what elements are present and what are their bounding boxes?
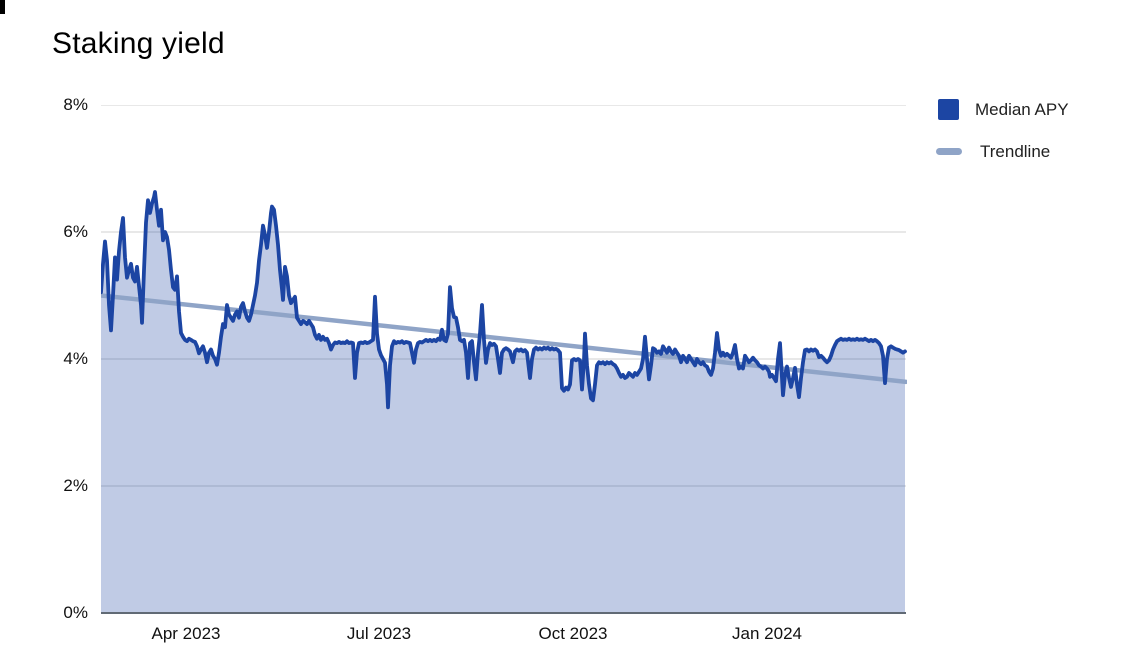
y-axis-tick-label-8: 8%	[63, 95, 88, 114]
median-apy-swatch-icon	[938, 99, 959, 120]
y-axis-tick-label-0: 0%	[63, 603, 88, 622]
chart-title: Staking yield	[52, 27, 225, 60]
x-axis-tick-label-jul2023: Jul 2023	[346, 624, 412, 643]
legend-item-trendline: Trendline	[936, 141, 1051, 162]
y-axis-tick-label-4: 4%	[63, 349, 88, 368]
legend-label-trendline: Trendline	[980, 142, 1051, 161]
legend-item-median-apy: Median APY	[938, 99, 1069, 120]
x-axis-tick-label-oct2023: Oct 2023	[538, 624, 608, 643]
screen-corner-artifact	[0, 0, 5, 14]
trendline-swatch-icon	[936, 148, 962, 155]
x-axis-tick-label-jan2024: Jan 2024	[732, 624, 802, 643]
y-axis-tick-label-6: 6%	[63, 222, 88, 241]
x-axis-tick-label-apr2023: Apr 2023	[151, 624, 221, 643]
plot-area	[101, 105, 907, 614]
legend-label-median-apy: Median APY	[975, 100, 1069, 119]
y-axis-tick-label-2: 2%	[63, 476, 88, 495]
